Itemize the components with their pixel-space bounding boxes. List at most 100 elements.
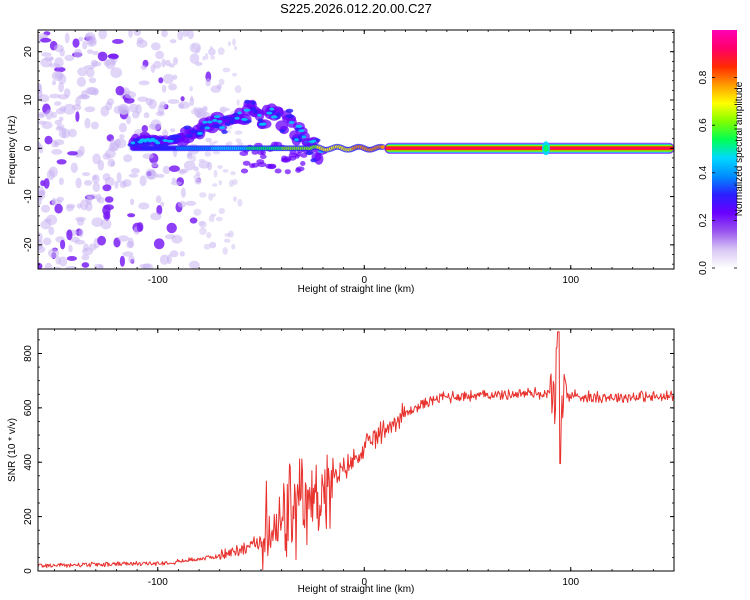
noise-blob [81,172,91,177]
noise-blob [235,138,242,143]
spectrogram-x-axis-label: Height of straight line (km) [298,284,415,295]
turbulence-core [212,118,218,122]
turbulence-core [213,115,221,119]
noise-blob [122,251,134,257]
noise-blob [164,59,171,67]
turbulence-blob [168,134,177,139]
noise-blob [51,111,57,119]
noise-blob [91,61,102,67]
turbulence-core [301,135,307,139]
noise-blob [53,266,62,269]
snr-y-axis-label: SNR (10 * v/v) [7,418,18,482]
noise-blob [117,103,129,115]
noise-blob [93,263,104,269]
noise-blob [208,193,214,201]
turbulence-core [162,139,168,142]
figure-title: S225.2026.012.20.00.C27 [280,1,432,16]
noise-blob [193,208,202,216]
spectrogram-frame [37,29,675,270]
noise-blob [208,215,215,223]
noise-blob [166,254,172,265]
noise-blob [58,256,68,267]
noise-blob [179,251,185,257]
noise-blob [128,173,139,178]
turbulence-blob [300,152,308,158]
noise-blob [141,125,148,133]
turbulence-blob [295,167,302,173]
noise-blob [222,67,231,73]
noise-blob [38,112,48,117]
noise-blob [166,222,177,234]
noise-blob [136,222,144,232]
noise-blob [82,40,88,50]
turbulence-core [269,107,275,111]
colorbar-tick-label: 0.8 [698,70,709,84]
noise-blob [128,255,135,263]
snr-ticks: -100 0 100 0 200 400 600 800 [23,329,675,588]
noise-blob [87,87,99,96]
x-tick-label: -100 [148,275,168,286]
turbulence-core [197,131,203,135]
turbulence-blob [229,120,235,124]
noise-blob [193,166,199,172]
snr-x-axis-label: Height of straight line (km) [298,584,415,595]
turbulence-blob [244,99,251,104]
noise-blob [138,80,150,86]
noise-blob [155,173,165,178]
noise-blob [38,232,43,243]
noise-blob [162,85,167,93]
noise-blob [209,241,217,249]
noise-blob [70,162,78,174]
x-tick-label: -100 [148,577,168,588]
noise-blob [210,85,222,93]
noise-blob [236,99,240,106]
carrier-peak [384,147,674,150]
noise-blob [59,105,67,112]
noise-blob [170,128,176,133]
noise-blob [58,177,64,186]
turbulence-core [202,120,208,124]
y-tick-label: 800 [23,345,34,362]
turbulence-blob [284,169,291,175]
noise-blob [40,37,52,43]
noise-blob [153,238,165,250]
turbulence-blob [300,161,306,166]
noise-blob [73,48,83,59]
turbulence-core [155,141,161,145]
turbulence-core [270,115,278,119]
turbulence-blob [274,168,282,174]
noise-blob [116,172,122,183]
noise-blob [83,180,93,186]
noise-blob [191,43,196,49]
noise-blob [148,99,157,110]
noise-blob [72,38,80,48]
turbulence-core [219,126,226,130]
noise-blob [130,168,140,174]
noise-blob [212,183,218,187]
noise-blob [104,176,115,187]
noise-blob [223,238,231,243]
turbulence-blob [228,117,236,121]
noise-blob [217,47,225,56]
noise-blob [169,250,179,258]
noise-blob [63,103,76,115]
noise-blob [218,207,225,215]
colorbar-tick-label: 0.0 [698,261,709,275]
noise-blob [38,33,49,39]
turbulence-blob [260,154,267,160]
turbulence-blob [185,133,193,138]
noise-blob [139,263,151,269]
noise-blob [233,196,237,202]
turbulence-blob [183,125,192,130]
noise-blob [156,205,163,215]
noise-blob [59,48,65,57]
turbulence-core [216,120,223,123]
noise-blob [46,169,55,181]
turbulence-blob [288,152,298,158]
x-tick-label: 0 [361,275,367,286]
colorbar-strip [712,30,737,268]
noise-blob [81,262,90,268]
noise-blob [51,197,57,206]
noise-blob [104,196,114,203]
turbulence-blob [305,151,314,156]
